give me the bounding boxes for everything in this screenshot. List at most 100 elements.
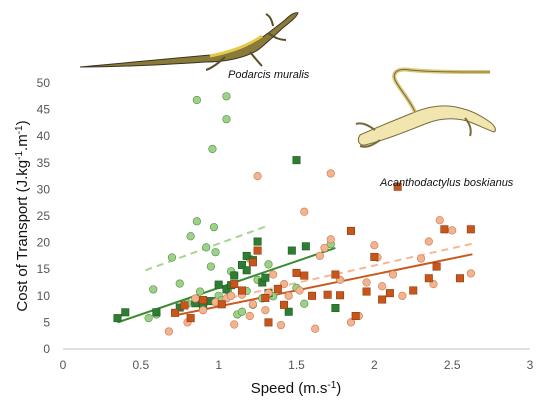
- data-point-square: [362, 287, 371, 296]
- data-point-square: [113, 314, 122, 323]
- data-point-circle: [164, 327, 173, 336]
- y-tick-label: 45: [37, 103, 51, 117]
- x-tick-label: 0.5: [132, 358, 149, 372]
- data-point-circle: [284, 291, 293, 300]
- trendline: [117, 246, 336, 324]
- y-tick-label: 30: [37, 182, 51, 196]
- y-tick-label: 5: [43, 315, 50, 329]
- data-point-circle: [398, 291, 407, 300]
- data-point-square: [351, 312, 360, 321]
- data-point-circle: [300, 299, 309, 308]
- data-point-circle: [264, 260, 273, 269]
- data-point-square: [466, 225, 475, 234]
- data-point-circle: [279, 279, 289, 289]
- data-point-circle: [311, 324, 320, 333]
- data-point-circle: [300, 207, 309, 216]
- data-point-circle: [191, 294, 200, 303]
- data-point-square: [440, 225, 449, 234]
- y-tick-label: 10: [37, 289, 51, 303]
- data-point-circle: [320, 243, 329, 253]
- data-point-square: [292, 268, 301, 277]
- data-point-circle: [466, 269, 475, 278]
- data-point-circle: [416, 254, 426, 263]
- data-point-circle: [149, 285, 158, 294]
- podarcis-lizard-illustration: [79, 12, 299, 71]
- data-point-square: [378, 295, 387, 304]
- data-point-square: [248, 258, 257, 267]
- data-point-square: [346, 226, 355, 235]
- x-tick-label: 1.5: [288, 358, 305, 372]
- data-point-square: [253, 237, 262, 246]
- data-point-square: [273, 284, 282, 293]
- data-point-circle: [199, 306, 208, 315]
- data-point-square: [292, 156, 301, 165]
- data-point-square: [336, 291, 345, 300]
- data-point-square: [261, 273, 270, 282]
- data-point-circle: [388, 270, 398, 279]
- data-point-square: [121, 308, 130, 317]
- data-point-square: [230, 271, 239, 280]
- data-point-circle: [261, 306, 270, 315]
- data-point-square: [242, 251, 251, 260]
- data-point-circle: [222, 115, 231, 124]
- data-point-square: [217, 300, 226, 309]
- x-axis-title: Speed (m.s-1): [251, 380, 342, 398]
- y-tick-label: 50: [37, 76, 51, 90]
- data-point-square: [230, 280, 239, 289]
- data-point-circle: [362, 278, 371, 287]
- data-point-circle: [326, 235, 335, 244]
- data-point-square: [180, 301, 189, 310]
- data-point-circle: [370, 241, 379, 250]
- data-point-circle: [202, 243, 211, 252]
- data-point-circle: [222, 92, 231, 101]
- data-point-square: [214, 280, 223, 289]
- data-point-square: [385, 289, 394, 298]
- x-tick-label: 3: [527, 358, 534, 372]
- data-point-square: [331, 304, 340, 313]
- data-point-square: [222, 285, 231, 294]
- x-tick-label: 2: [371, 358, 378, 372]
- data-point-square: [171, 308, 180, 317]
- data-point-circle: [435, 216, 444, 225]
- data-point-circle: [211, 248, 220, 257]
- data-point-circle: [269, 270, 278, 279]
- data-point-circle: [448, 226, 457, 235]
- data-point-circle: [315, 251, 324, 260]
- data-point-square: [261, 293, 270, 302]
- y-tick-label: 25: [37, 209, 51, 223]
- data-point-square: [264, 318, 273, 327]
- data-point-square: [455, 274, 464, 283]
- data-point-circle: [175, 279, 184, 288]
- data-point-circle: [192, 95, 201, 105]
- data-point-circle: [253, 172, 262, 181]
- data-point-circle: [227, 291, 236, 300]
- podarcis-label: Podarcis muralis: [228, 69, 310, 81]
- data-point-square: [370, 252, 379, 261]
- data-point-square: [331, 270, 340, 279]
- x-tick-label: 2.5: [444, 358, 461, 372]
- data-point-square: [238, 286, 247, 295]
- data-point-circle: [245, 311, 254, 321]
- data-point-square: [409, 286, 418, 295]
- data-point-circle: [186, 232, 195, 241]
- data-point-square: [186, 314, 195, 323]
- acanthodactylus-lizard-illustration: [355, 67, 496, 148]
- data-point-square: [300, 271, 309, 280]
- data-point-circle: [237, 307, 247, 316]
- data-point-square: [284, 307, 293, 316]
- data-point-square: [432, 262, 441, 271]
- data-point-circle: [276, 320, 286, 330]
- data-point-circle: [346, 318, 356, 327]
- data-point-square: [242, 266, 251, 275]
- data-point-square: [301, 242, 310, 251]
- x-tick-label: 1: [215, 358, 222, 372]
- data-point-circle: [378, 282, 387, 291]
- data-point-square: [280, 300, 289, 309]
- data-point-circle: [326, 169, 335, 178]
- data-point-square: [323, 290, 332, 299]
- data-point-circle: [295, 286, 304, 295]
- y-tick-label: 0: [43, 342, 50, 356]
- x-tick-label: 0: [60, 358, 67, 372]
- data-point-circle: [206, 262, 215, 271]
